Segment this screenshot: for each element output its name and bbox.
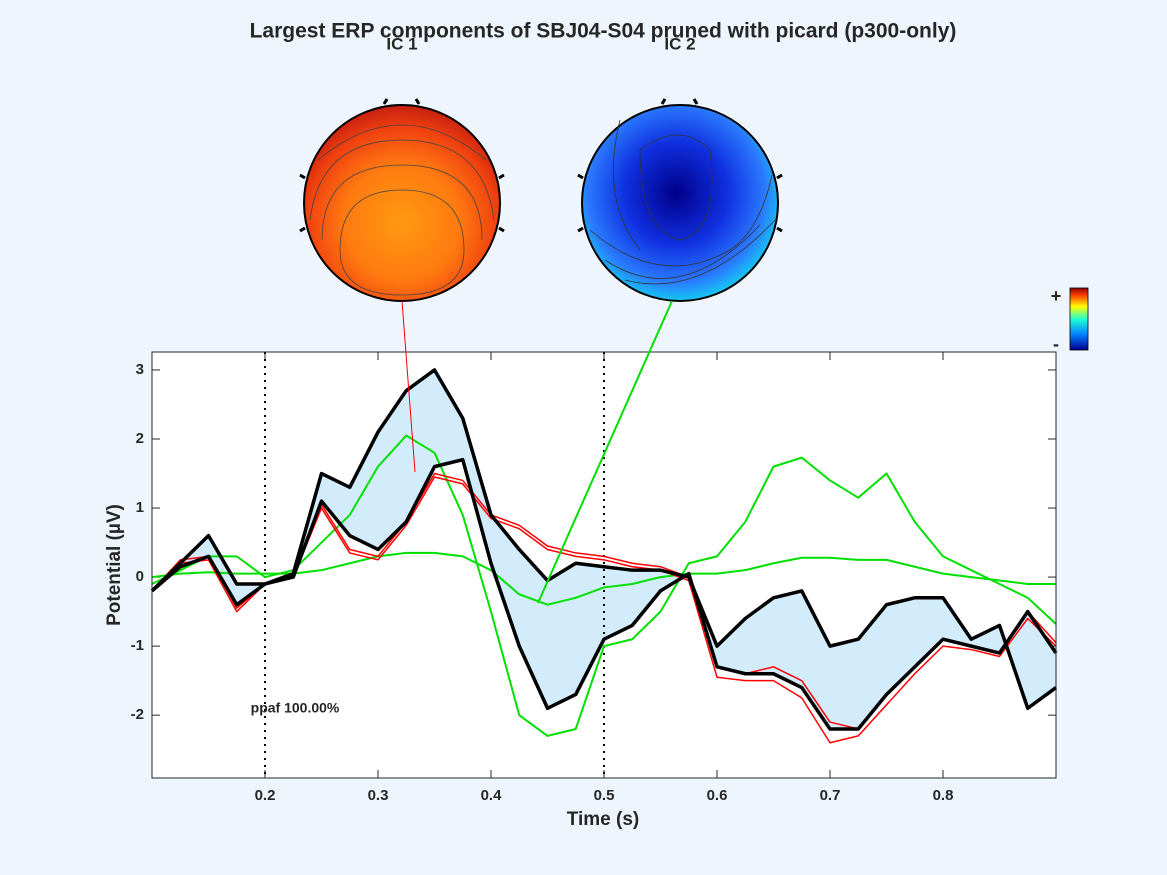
x-axis-label: Time (s) <box>567 809 640 830</box>
x-tick-label: 0.5 <box>594 787 615 804</box>
y-tick-label: 0 <box>136 568 144 585</box>
colorbar-label: + <box>1051 286 1062 306</box>
y-tick-label: 3 <box>136 361 144 378</box>
series-line <box>151 551 1056 606</box>
x-tick-label: 0.8 <box>933 787 954 804</box>
series-line <box>151 434 1057 737</box>
annotation: ppaf 100.00% <box>251 700 340 716</box>
component-label: IC 1 <box>386 34 417 53</box>
component-link <box>401 300 416 473</box>
series-line <box>150 368 1058 711</box>
series-line <box>150 457 1058 731</box>
x-tick-label: 0.2 <box>255 787 276 804</box>
x-tick-label: 0.3 <box>368 787 389 804</box>
component-label: IC 2 <box>664 34 695 53</box>
y-tick-label: -2 <box>131 706 144 723</box>
axes-box <box>151 351 1057 779</box>
y-tick-label: 1 <box>136 499 144 516</box>
colorbar-label: - <box>1053 334 1059 354</box>
envelope-fill <box>152 369 1056 729</box>
y-tick-label: 2 <box>136 430 144 447</box>
topomap-1 <box>299 98 505 302</box>
chart-title: Largest ERP components of SBJ04-S04 prun… <box>250 20 957 43</box>
y-tick-label: -1 <box>131 637 144 654</box>
topomap-2 <box>577 98 783 302</box>
x-tick-label: 0.4 <box>481 787 503 804</box>
x-tick-label: 0.6 <box>707 787 728 804</box>
x-tick-label: 0.7 <box>820 787 841 804</box>
component-link <box>537 300 673 604</box>
y-axis-label: Potential (µV) <box>104 504 125 626</box>
colorbar <box>1069 287 1089 351</box>
